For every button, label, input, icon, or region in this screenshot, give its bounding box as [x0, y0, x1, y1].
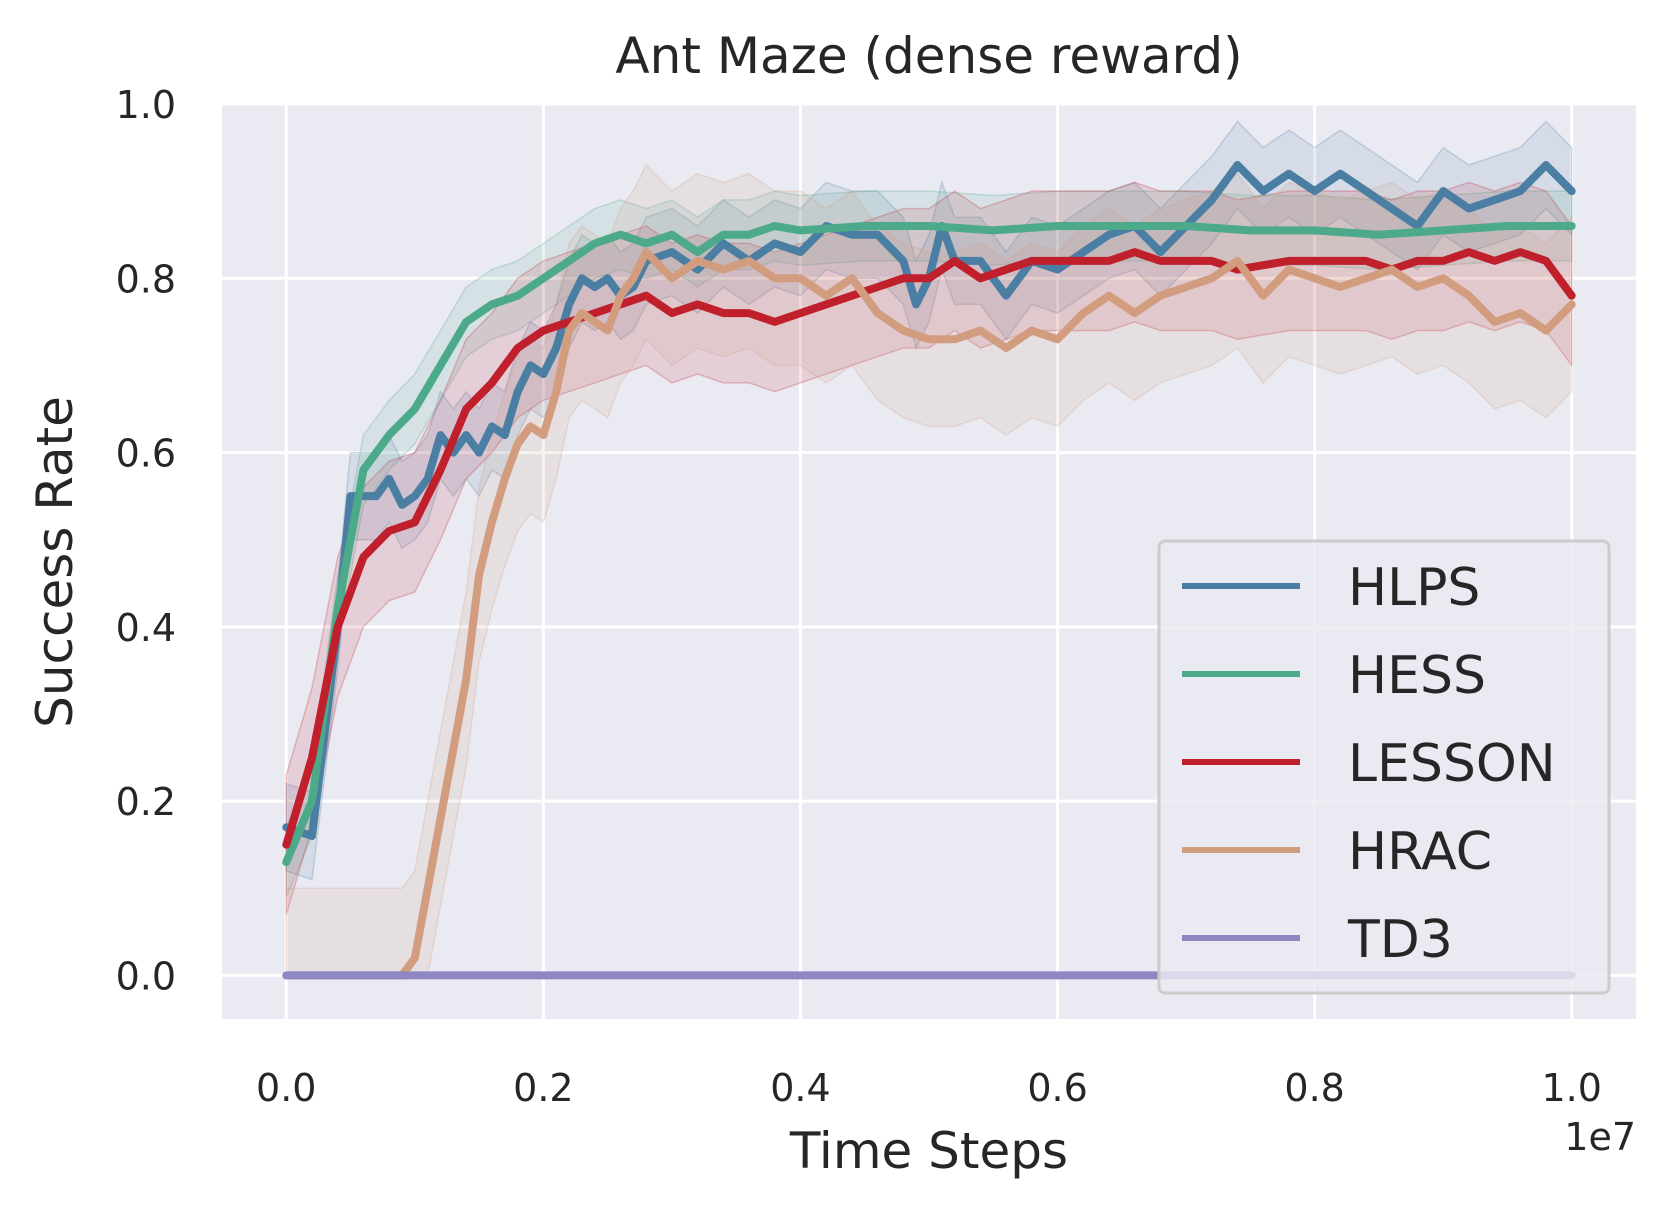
legend-label-td3: TD3 — [1347, 910, 1453, 970]
x-offset-text: 1e7 — [1564, 1115, 1636, 1159]
y-tick-label: 0.4 — [116, 606, 176, 650]
x-axis-label: Time Steps — [789, 1122, 1068, 1180]
y-tick-label: 0.6 — [116, 432, 176, 476]
y-tick-label: 0.8 — [116, 257, 176, 301]
tick-labels: 0.0 0.2 0.4 0.6 0.8 1.0 0.0 0.2 0.4 0.6 0.8 1.0 — [116, 83, 1602, 1110]
legend-label-lesson: LESSON — [1348, 734, 1556, 794]
lesson-series-line — [282, 248, 1576, 849]
hrac-confidence-band — [285, 163, 1573, 977]
legend-label-hlps: HLPS — [1348, 558, 1480, 618]
x-tick-label: 1.0 — [1542, 1066, 1602, 1110]
y-axis-label: Success Rate — [26, 396, 84, 728]
x-tick-label: 0.6 — [1027, 1066, 1087, 1110]
legend-label-hess: HESS — [1348, 646, 1486, 706]
y-tick-label: 0.0 — [116, 954, 176, 998]
y-tick-label: 1.0 — [116, 83, 176, 127]
x-tick-label: 0.8 — [1284, 1066, 1344, 1110]
y-tick-label: 0.2 — [116, 780, 176, 824]
legend-box — [1157, 539, 1611, 995]
legend-label-hrac: HRAC — [1348, 822, 1492, 882]
x-tick-label: 0.4 — [770, 1066, 830, 1110]
x-tick-label: 0.2 — [513, 1066, 573, 1110]
hrac-series-line — [282, 248, 1576, 980]
legend: HLPS HESS LESSON HRAC TD3 — [1157, 539, 1611, 995]
chart-title: Ant Maze (dense reward) — [615, 27, 1242, 85]
series-lines — [282, 161, 1576, 980]
x-tick-label: 0.0 — [256, 1066, 316, 1110]
hess-series-line — [282, 222, 1576, 867]
